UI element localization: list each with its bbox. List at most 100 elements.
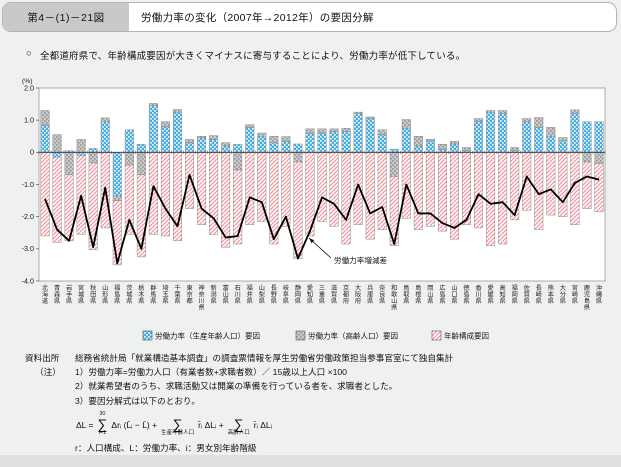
bar-segment-blue-check — [185, 142, 195, 153]
x-axis-category-label: 奈良県 — [379, 284, 385, 305]
bar-segment-pink-hatch — [510, 152, 520, 221]
bar-segment-gray-check — [172, 109, 182, 113]
bar-segment-blue-check — [522, 121, 532, 153]
x-axis-category-label: 静岡県 — [295, 284, 301, 305]
x-axis-category-label: 岡山県 — [427, 285, 433, 305]
x-axis-category-label: 香川県 — [475, 284, 481, 305]
bar-segment-gray-check — [112, 195, 122, 201]
bar-segment-pink-hatch — [172, 152, 182, 242]
bar-segment-blue-check — [425, 140, 435, 153]
bar-segment-gray-check — [486, 110, 496, 113]
x-axis-category-label: 福岡県 — [512, 284, 518, 305]
bar-segment-pink-hatch — [558, 152, 568, 217]
bullet-circle-icon: ○ — [26, 48, 32, 59]
bar-segment-blue-check — [209, 139, 219, 153]
bar-segment-blue-check — [486, 111, 496, 153]
figure-number: 第4－(1)－21図 — [27, 11, 105, 24]
annotation-arrowhead — [309, 238, 315, 244]
sigma-sum-2: ∑ 生産年齢人口 — [161, 416, 195, 437]
bar-segment-pink-hatch — [486, 152, 496, 246]
bar-segment-blue-check — [124, 129, 134, 153]
bar-segment-blue-check — [353, 113, 363, 153]
x-axis-category-label: 鳥取県 — [403, 284, 409, 305]
x-axis-category-label: 長崎県 — [536, 285, 542, 305]
bar-segment-blue-check — [281, 140, 291, 153]
x-axis-category-label: 大阪府 — [355, 284, 361, 305]
x-axis-category-label: 熊本県 — [548, 284, 554, 305]
bar-segment-gray-check — [474, 118, 484, 122]
figure-number-box: 第4－(1)－21図 — [3, 3, 129, 31]
x-axis-category-label: 秋田県 — [90, 284, 96, 305]
bar-segment-pink-hatch — [197, 152, 207, 225]
legend-swatch-blue-check — [142, 330, 153, 341]
x-axis-category-label: 石川県 — [235, 285, 241, 305]
bar-segment-blue-check — [413, 145, 423, 153]
y-axis-tick-label: -3.0 — [22, 244, 34, 253]
formula-term-2: r̄ᵢ ΔLᵢ + — [198, 419, 224, 430]
x-axis-category-label: 栃木県 — [138, 284, 144, 305]
bar-segment-gray-check — [293, 152, 303, 163]
bar-segment-gray-check — [534, 117, 544, 128]
bar-segment-blue-check — [245, 126, 255, 153]
bar-segment-blue-check — [160, 126, 170, 153]
x-axis-category-label: 滋賀県 — [331, 284, 337, 305]
x-axis-category-label: 山梨県 — [259, 284, 265, 305]
trend-line-labor-force-change — [44, 173, 600, 265]
bar-segment-blue-check — [570, 112, 580, 153]
bar-segment-blue-check — [401, 127, 411, 153]
bar-segment-pink-hatch — [353, 152, 363, 225]
bar-segment-gray-check — [88, 152, 98, 164]
x-axis-category-label: 神奈川県 — [198, 284, 204, 312]
y-axis-tick-label: 1.0 — [24, 116, 34, 125]
y-axis-tick-label: -1.0 — [22, 180, 34, 189]
sigma-icon: ∑ — [233, 416, 244, 433]
note-label: （注） — [35, 367, 61, 378]
bar-segment-pink-hatch — [474, 152, 484, 229]
source-label: 資料出所 — [25, 353, 60, 363]
x-axis-category-label: 千葉県 — [174, 284, 180, 305]
bar-segment-gray-check — [148, 103, 158, 106]
bar-segment-blue-check — [40, 124, 50, 153]
bar-segment-pink-hatch — [160, 152, 170, 237]
bar-segment-gray-check — [100, 117, 110, 123]
bar-segment-gray-check — [401, 119, 411, 129]
sigma-sum-3: ∑ 高齢人口 — [227, 416, 250, 437]
x-axis-category-label: 兵庫県 — [367, 284, 373, 305]
bar-segment-blue-check — [112, 152, 122, 197]
bar-segment-gray-check — [462, 147, 472, 151]
bar-segment-blue-check — [100, 121, 110, 153]
x-axis-category-label: 宮崎県 — [572, 284, 578, 305]
bar-segment-blue-check — [341, 131, 351, 153]
bar-segment-pink-hatch — [245, 152, 255, 225]
bar-segment-gray-check — [498, 110, 508, 114]
formula-term-3: r̄ᵢ ΔLᵢ — [253, 419, 272, 430]
bar-segment-gray-check — [233, 152, 243, 171]
figure-header: 第4－(1)－21図 労働力率の変化（2007年→2012年）の要因分解 — [2, 2, 617, 32]
bar-segment-blue-check — [449, 143, 459, 153]
x-axis-category-label: 広島県 — [439, 284, 445, 305]
bar-segment-gray-check — [425, 138, 435, 142]
legend-label: 労働力率（高齢人口）要因 — [308, 331, 398, 341]
note-3: 3）要因分解式は以下のとおり。 — [75, 395, 200, 406]
x-axis-category-label: 京都府 — [343, 284, 349, 305]
bar-segment-blue-check — [136, 144, 146, 153]
formula-lhs: ΔL = — [76, 419, 94, 430]
bar-segment-pink-hatch — [52, 156, 62, 243]
bar-segment-gray-check — [40, 110, 50, 126]
bar-segment-blue-check — [88, 148, 98, 153]
bar-segment-blue-check — [52, 152, 62, 158]
bar-segment-gray-check — [522, 118, 532, 123]
bar-segment-pink-hatch — [185, 152, 195, 209]
bar-segment-blue-check — [221, 145, 231, 153]
bar-segment-blue-check — [546, 136, 556, 153]
decomposition-formula: ΔL = 30 ∑ i=1 Δrᵢ (L̄ᵢ − L̄) + ∑ 生産年齢人口 … — [75, 410, 610, 440]
x-axis-category-label: 大分県 — [560, 284, 566, 305]
bar-segment-gray-check — [76, 139, 86, 153]
bar-segment-blue-check — [582, 121, 592, 153]
bar-segment-gray-check — [594, 152, 604, 164]
bar-segment-gray-check — [52, 134, 62, 153]
x-axis-category-label: 鹿児島県 — [584, 284, 590, 312]
bar-segment-gray-check — [329, 128, 339, 132]
x-axis-category-label: 徳島県 — [463, 284, 470, 305]
bar-segment-blue-check — [148, 105, 158, 153]
